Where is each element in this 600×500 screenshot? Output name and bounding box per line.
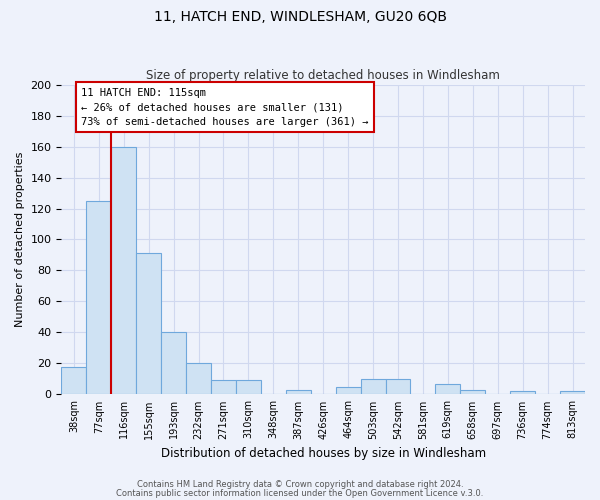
Bar (460, 390, 485, 394)
Bar (386, 379, 410, 394)
X-axis label: Distribution of detached houses by size in Windlesham: Distribution of detached houses by size … (161, 447, 486, 460)
Bar (186, 364, 211, 394)
Bar (361, 379, 386, 394)
Text: 11 HATCH END: 115sqm
← 26% of detached houses are smaller (131)
73% of semi-deta: 11 HATCH END: 115sqm ← 26% of detached h… (82, 88, 369, 128)
Text: 11, HATCH END, WINDLESHAM, GU20 6QB: 11, HATCH END, WINDLESHAM, GU20 6QB (154, 10, 446, 24)
Bar (86, 201, 111, 394)
Bar (61, 366, 86, 394)
Bar (111, 146, 136, 394)
Bar (286, 390, 311, 394)
Bar (211, 380, 236, 394)
Text: Contains public sector information licensed under the Open Government Licence v.: Contains public sector information licen… (116, 488, 484, 498)
Bar (161, 332, 186, 394)
Bar (436, 384, 460, 394)
Bar (560, 392, 585, 394)
Bar (510, 392, 535, 394)
Text: Contains HM Land Registry data © Crown copyright and database right 2024.: Contains HM Land Registry data © Crown c… (137, 480, 463, 489)
Bar (236, 380, 261, 394)
Y-axis label: Number of detached properties: Number of detached properties (15, 152, 25, 327)
Bar (335, 386, 361, 394)
Bar (136, 254, 161, 394)
Title: Size of property relative to detached houses in Windlesham: Size of property relative to detached ho… (146, 69, 500, 82)
